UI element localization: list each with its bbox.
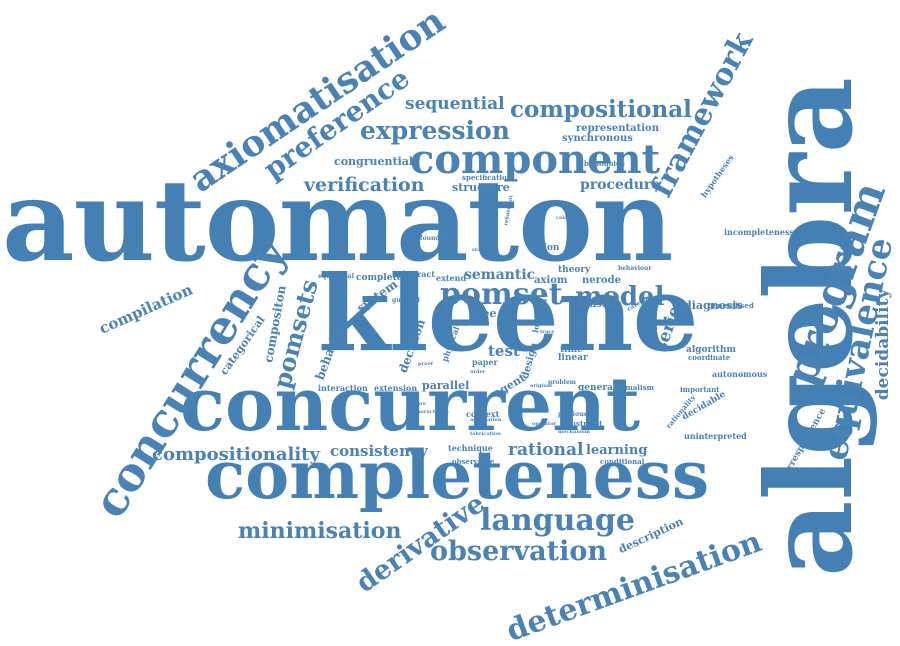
word-model: model	[575, 282, 665, 312]
word-nerode: nerode	[582, 275, 621, 286]
word-problem: problem	[548, 379, 576, 386]
word-coordinate: coordinate	[688, 353, 731, 362]
word-compositional: compositional	[510, 96, 692, 123]
word-general: general	[578, 383, 617, 393]
word-application: application	[470, 417, 502, 423]
word-theory: theory	[558, 265, 591, 275]
word-congruential: congruential	[334, 155, 414, 168]
word-axiom: axiom	[534, 275, 568, 286]
word-verification: verification	[304, 174, 425, 196]
word-hoare: hoare	[410, 401, 427, 407]
word-hypotheses: hypotheses	[698, 152, 736, 200]
word-algorithm: algorithm	[686, 345, 736, 355]
word-proof: proof	[418, 361, 433, 367]
word-previous: previous	[558, 411, 587, 418]
word-original: original	[530, 383, 553, 389]
word-operator: operator	[532, 421, 557, 427]
word-important: important	[680, 385, 720, 394]
word-formalism: formalism	[614, 383, 654, 392]
word-paper: paper	[472, 357, 498, 367]
word-automaton: automaton	[2, 156, 673, 287]
word-equational: equational	[318, 273, 354, 280]
word-free: free	[472, 307, 497, 320]
word-time: time	[560, 345, 583, 355]
word-conditional: conditional	[600, 457, 645, 466]
word-sequential: sequential	[405, 94, 505, 114]
word-foundation: foundation	[420, 235, 457, 242]
word-incompleteness: incompleteness	[724, 227, 794, 237]
word-behaviour: behaviour	[618, 265, 652, 272]
word-action: action	[528, 243, 560, 253]
word-calculus: calculus	[556, 215, 580, 221]
word-diagnosis: diagnosis	[684, 299, 743, 312]
word-pomset: pomset	[440, 277, 563, 312]
word-technique: technique	[448, 443, 493, 453]
word-fabrication: fabrication	[470, 431, 501, 437]
word-specification: specification	[462, 173, 512, 182]
word-kleene: kleene	[318, 252, 699, 375]
word-guarded: guarded	[392, 297, 420, 304]
word-compilation: compilation	[96, 280, 196, 338]
word-rational: rational	[508, 440, 584, 460]
word-expression: expression	[360, 116, 510, 145]
word-observation: observation	[430, 536, 608, 567]
word-order: order	[470, 369, 486, 375]
word-extend: extend	[436, 273, 467, 283]
word-linear: linear	[558, 353, 588, 363]
word-structure: structure	[452, 181, 510, 194]
word-learning: learning	[586, 443, 648, 458]
word-abstract: abstract	[398, 269, 435, 279]
word-test: test	[488, 342, 520, 360]
word-minimisation: minimisation	[238, 518, 402, 544]
word-language: language	[480, 503, 635, 538]
word-characterise: characterise	[414, 409, 449, 415]
word-mechanism: mechanism	[558, 429, 591, 435]
word-trace: trace	[540, 329, 555, 335]
word-context: context	[466, 409, 500, 419]
word-semantic: semantic	[464, 267, 536, 283]
word-component: component	[410, 136, 661, 183]
word-constraint: constraint	[562, 419, 603, 428]
word-reason: reason	[578, 299, 616, 310]
word-synchronous: synchronous	[562, 133, 633, 144]
word-uninterpreted: uninterpreted	[684, 431, 747, 441]
word-observable: observable	[452, 457, 495, 466]
word-procedure: procedure	[580, 177, 661, 193]
word-completeness: completeness	[205, 436, 710, 514]
word-graph: graph	[456, 321, 473, 327]
word-decidability: decidability	[873, 288, 894, 401]
word-consistency: consistency	[330, 442, 428, 460]
word-concurrent: concurrent	[180, 362, 641, 448]
word-generalised: generalised	[708, 301, 754, 310]
word-autonomous: autonomous	[712, 369, 768, 379]
word-bimonoids: bimonoids	[584, 159, 625, 168]
word-compositionality: compositionality	[152, 444, 320, 465]
word-extension: extension	[374, 383, 418, 393]
word-stable: stable	[472, 247, 489, 253]
word-representation: representation	[576, 123, 659, 134]
word-interaction: interaction	[318, 383, 368, 393]
word-complete: complete	[356, 273, 403, 283]
word-parallel: parallel	[422, 379, 470, 392]
